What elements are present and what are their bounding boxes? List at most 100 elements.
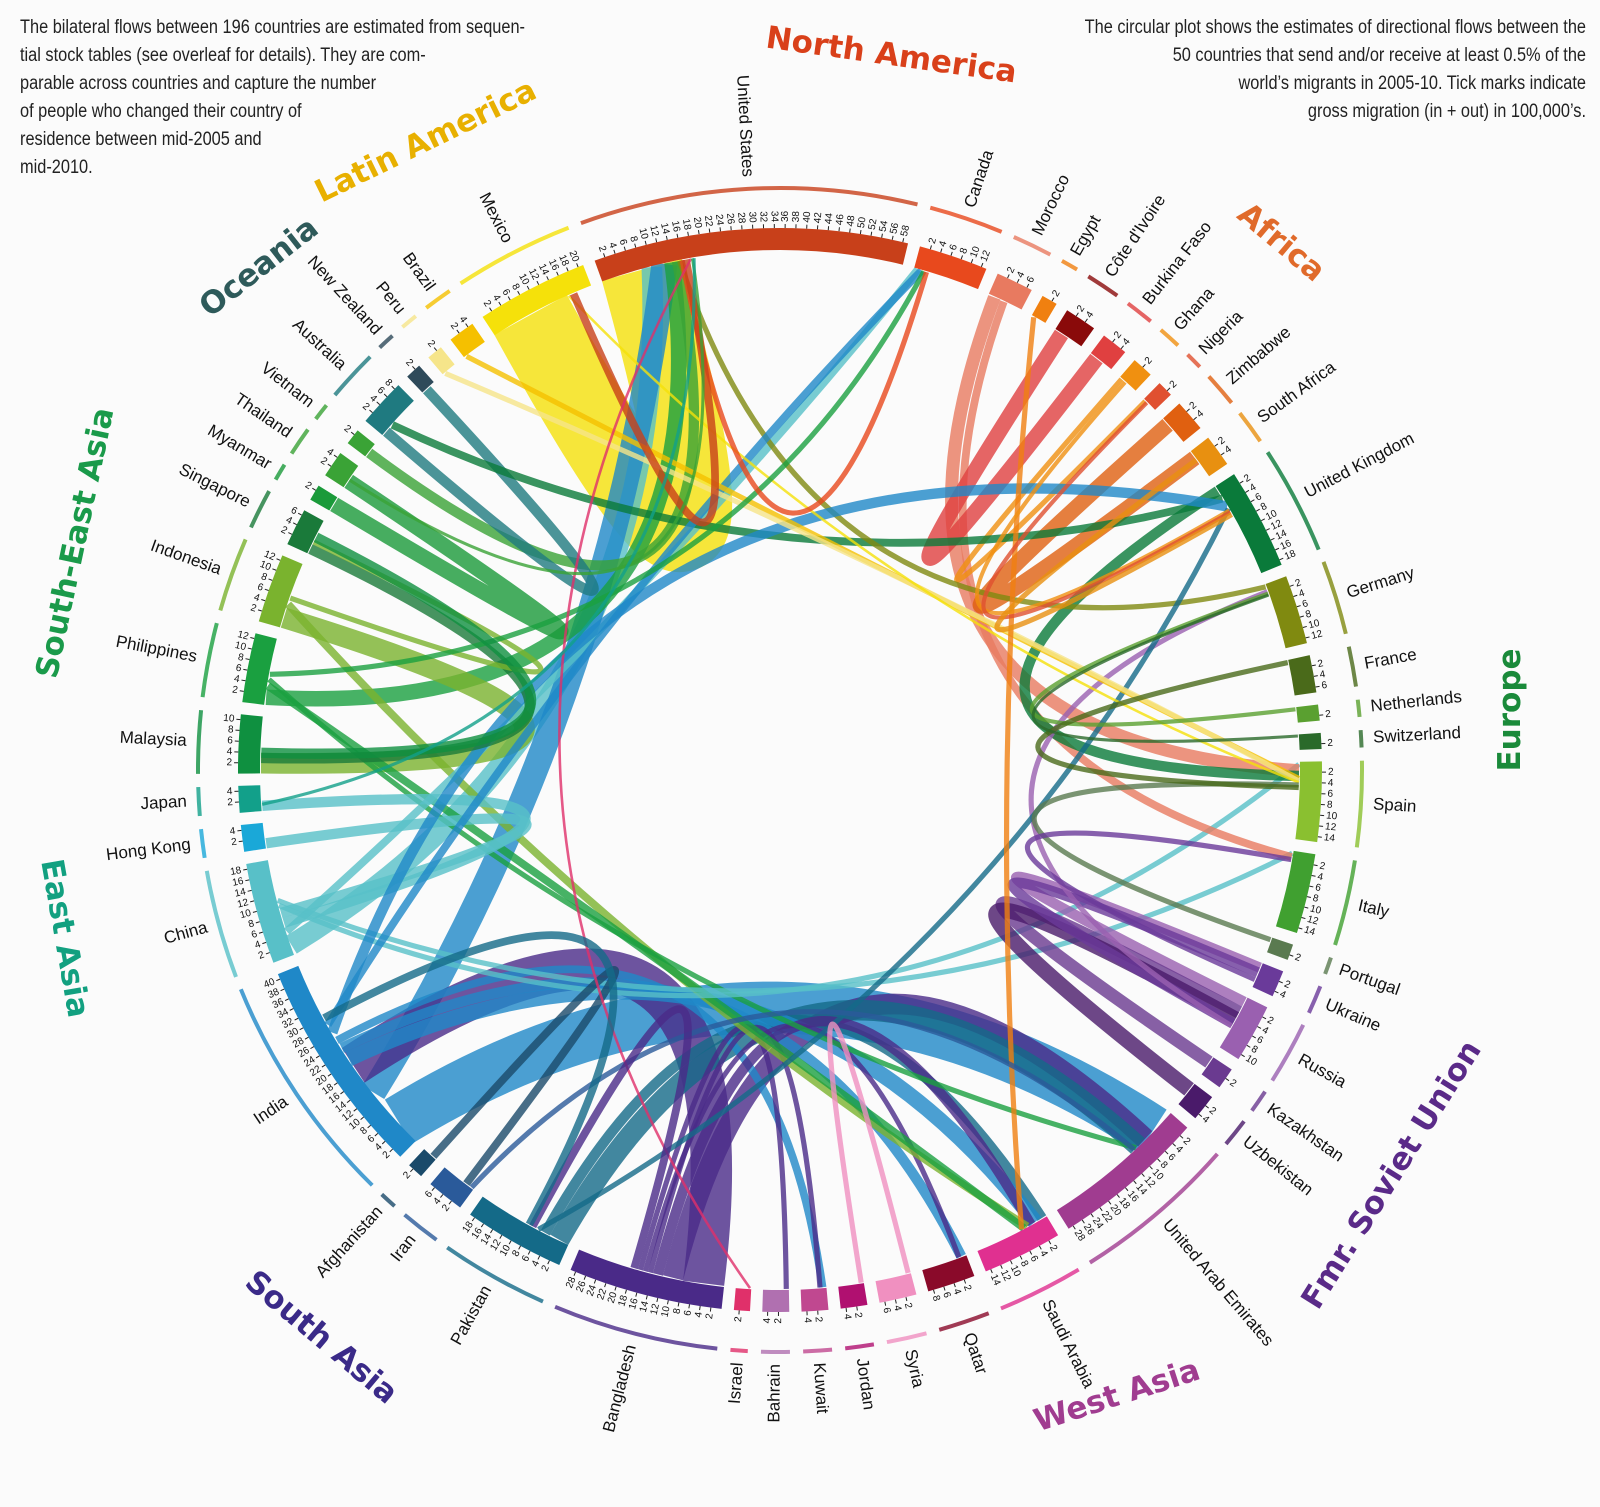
segment-spain[interactable] [1295, 761, 1322, 843]
segment-uzbekistan[interactable] [1178, 1083, 1213, 1119]
segment-syria[interactable] [875, 1273, 917, 1303]
segment-switzerland[interactable] [1298, 732, 1322, 750]
segment-germany[interactable] [1265, 576, 1307, 649]
segment-south-africa[interactable] [1190, 437, 1228, 477]
flow-switzerland-to-germany[interactable] [1031, 593, 1298, 743]
tick-mark [360, 1116, 364, 1120]
segment-vietnam[interactable] [347, 430, 375, 457]
flow-malaysia-to-singapore[interactable] [261, 532, 537, 759]
segment-japan[interactable] [238, 785, 262, 813]
segment-ukraine[interactable] [1252, 963, 1284, 997]
flow-israel-to-united-states[interactable] [558, 258, 752, 1289]
flow-south-africa-to-united-kingdom[interactable] [994, 457, 1233, 633]
segment-singapore[interactable] [287, 510, 324, 554]
flow-united-states-to-mexico[interactable] [569, 258, 719, 527]
segment-malaysia[interactable] [237, 714, 263, 774]
flow-india-to-qatar[interactable] [339, 977, 966, 1259]
segment-united-kingdom[interactable] [1215, 474, 1282, 574]
tick-mark [667, 1300, 669, 1305]
segment-qatar[interactable] [922, 1255, 975, 1292]
tick-mark [1278, 980, 1283, 984]
flow-ukraine-to-italy[interactable] [1025, 830, 1292, 982]
country-label-brazil: Brazil [399, 249, 439, 295]
segment-myanmar[interactable] [310, 485, 338, 511]
flow-france-to-spain[interactable] [1035, 660, 1299, 791]
segment-canada[interactable] [914, 246, 987, 290]
flow-india-to-kuwait[interactable] [335, 965, 827, 1288]
segment-nigeria[interactable] [1144, 383, 1171, 410]
segment-pakistan[interactable] [470, 1196, 569, 1266]
flow-india-to-canada[interactable] [324, 267, 925, 1027]
segment-ghana[interactable] [1120, 360, 1151, 391]
tick-label: 8 [228, 724, 235, 735]
segment-egypt[interactable] [1031, 295, 1057, 323]
flow-india-to-united-states[interactable] [362, 262, 678, 1100]
flow-peru-to-spain[interactable] [444, 370, 1301, 784]
flow-portugal-to-spain[interactable] [1031, 781, 1299, 943]
tick-label: 10 [968, 245, 982, 260]
tick-mark [1038, 1245, 1042, 1250]
segment-kazakhstan[interactable] [1201, 1057, 1232, 1088]
country-label-myanmar: Myanmar [204, 421, 275, 474]
segment-new-zealand[interactable] [407, 365, 434, 393]
flow-morocco-to-italy[interactable] [958, 300, 1293, 861]
flow-egypt-to-saudi-arabia[interactable] [1003, 316, 1037, 1230]
segment-india[interactable] [277, 965, 416, 1157]
segment-hong-kong[interactable] [240, 822, 266, 852]
segment-united-arab-emirates[interactable] [1056, 1113, 1188, 1229]
segment-saudi-arabia[interactable] [977, 1216, 1059, 1272]
segment-china[interactable] [246, 860, 294, 963]
segment-portugal[interactable] [1267, 937, 1294, 960]
flow-myanmar-to-thailand[interactable] [330, 474, 569, 640]
segment-russia[interactable] [1219, 997, 1268, 1060]
segment-kuwait[interactable] [800, 1287, 829, 1312]
segment-zimbabwe[interactable] [1163, 403, 1201, 442]
flow-nigeria-to-united-kingdom[interactable] [981, 401, 1232, 620]
segment-burkina-faso[interactable] [1090, 335, 1126, 370]
segment-mexico[interactable] [482, 265, 592, 336]
tick-label: 24 [585, 1283, 599, 1298]
flow-united-kingdom-to-spain[interactable] [1019, 486, 1300, 782]
segment-philippines[interactable] [242, 633, 277, 705]
segment-bangladesh[interactable] [570, 1249, 724, 1309]
flow-united-kingdom-to-australia[interactable] [390, 421, 1224, 547]
segment-indonesia[interactable] [258, 555, 303, 628]
flow-afghanistan-to-iran[interactable] [430, 965, 620, 1186]
region-share-strip [425, 289, 451, 310]
flow-mexico-to-spain[interactable] [567, 295, 1300, 784]
segment-iran[interactable] [430, 1167, 474, 1208]
tick-mark [1157, 1158, 1161, 1163]
tick-label: 18 [229, 865, 242, 878]
segment-jordan[interactable] [838, 1283, 868, 1309]
flow-philippines-to-united-arab-emirates[interactable] [267, 677, 1137, 1151]
tick-label: 8 [1304, 609, 1313, 621]
flow-syria-to-jordan[interactable] [827, 1021, 911, 1284]
segment-united-states[interactable] [594, 227, 909, 282]
segment-morocco[interactable] [988, 273, 1032, 310]
flow-iran-to-united-arab-emirates[interactable] [469, 1009, 1136, 1190]
segment-netherlands[interactable] [1296, 704, 1320, 723]
flow-ghana-to-united-kingdom[interactable] [974, 380, 1231, 616]
flow-thailand-to-united-states[interactable] [348, 258, 705, 576]
flow-pakistan-to-india[interactable] [322, 931, 618, 1227]
segment-australia[interactable] [365, 385, 414, 436]
flow-bangladesh-to-saudi-arabia[interactable] [652, 1016, 1036, 1276]
segment-thailand[interactable] [325, 453, 359, 488]
flow-canada-to-united-states[interactable] [679, 259, 929, 516]
segment-peru[interactable] [428, 347, 455, 375]
flow-bangladesh-to-pakistan[interactable] [529, 1005, 692, 1270]
tick-label: 16 [546, 258, 561, 273]
segment-brazil[interactable] [450, 323, 485, 358]
flow-philippines-to-canada[interactable] [269, 270, 927, 677]
flow-australia-to-new-zealand[interactable] [383, 386, 599, 596]
flow-germany-to-united-states[interactable] [677, 259, 1267, 611]
segment-france[interactable] [1288, 655, 1317, 696]
flow-japan-to-united-states[interactable] [261, 258, 696, 806]
segment-afghanistan[interactable] [409, 1149, 436, 1177]
flow-netherlands-to-germany[interactable] [1029, 591, 1296, 727]
segment-co-te-d-ivoire[interactable] [1055, 310, 1095, 347]
segment-israel[interactable] [733, 1288, 752, 1312]
tick-label: 26 [296, 1045, 312, 1060]
segment-bahrain[interactable] [762, 1289, 790, 1312]
segment-italy[interactable] [1275, 850, 1316, 934]
